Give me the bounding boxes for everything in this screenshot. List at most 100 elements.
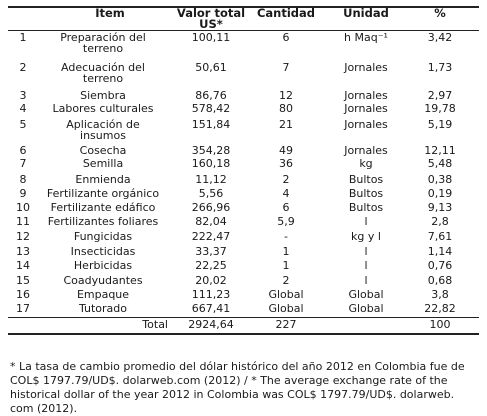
row-number: 5 bbox=[19, 118, 27, 131]
row-number: 7 bbox=[19, 157, 27, 170]
row-item: Adecuación del terreno bbox=[61, 61, 145, 85]
row-percent: 2,97 bbox=[427, 89, 453, 102]
row-number: 9 bbox=[19, 187, 27, 200]
row-unidad: kg bbox=[359, 157, 373, 170]
row-cantidad: 80 bbox=[279, 102, 293, 115]
row-number: 6 bbox=[19, 144, 27, 157]
header-item: Ítem bbox=[95, 6, 125, 20]
row-cantidad: Global bbox=[268, 302, 304, 315]
row-item: Semilla bbox=[82, 157, 124, 170]
row-cantidad: 36 bbox=[279, 157, 293, 170]
row-item: Enmienda bbox=[75, 173, 131, 186]
table-bottom-rule bbox=[8, 333, 479, 335]
row-unidad: l bbox=[364, 274, 368, 287]
total-valor: 2924,64 bbox=[188, 318, 234, 331]
row-number: 17 bbox=[16, 302, 30, 315]
row-valor: 50,61 bbox=[195, 61, 227, 74]
row-percent: 19,78 bbox=[424, 102, 456, 115]
total-top-rule bbox=[8, 317, 479, 318]
row-cantidad: 5,9 bbox=[277, 215, 295, 228]
row-item: Tutorado bbox=[78, 302, 128, 315]
row-number: 10 bbox=[16, 201, 30, 214]
row-cantidad: 49 bbox=[279, 144, 293, 157]
row-percent: 1,14 bbox=[427, 245, 453, 258]
total-label: Total bbox=[142, 318, 168, 331]
row-number: 3 bbox=[19, 89, 27, 102]
row-item: Aplicación de insumos bbox=[66, 118, 140, 142]
row-cantidad: 1 bbox=[282, 259, 290, 272]
row-unidad: l bbox=[364, 259, 368, 272]
row-unidad: h Maq⁻¹ bbox=[344, 31, 388, 44]
row-cantidad: 1 bbox=[282, 245, 290, 258]
row-unidad: l bbox=[364, 245, 368, 258]
table-top-rule bbox=[8, 6, 479, 8]
row-percent: 0,19 bbox=[427, 187, 453, 200]
footnote-line: historical dollar of the year 2012 in Co… bbox=[10, 388, 455, 401]
row-percent: 2,8 bbox=[431, 215, 449, 228]
header-cantidad: Cantidad bbox=[256, 6, 316, 20]
row-number: 11 bbox=[16, 215, 30, 228]
row-cantidad: 6 bbox=[282, 31, 290, 44]
footnote-line: * La tasa de cambio promedio del dólar h… bbox=[10, 360, 465, 373]
row-item: Herbicidas bbox=[73, 259, 133, 272]
row-percent: 9,13 bbox=[427, 201, 453, 214]
header-unidad: Unidad bbox=[343, 6, 389, 20]
row-percent: 0,38 bbox=[427, 173, 453, 186]
row-unidad: Bultos bbox=[348, 201, 384, 214]
row-percent: 5,48 bbox=[427, 157, 453, 170]
row-item: Insecticidas bbox=[70, 245, 136, 258]
row-valor: 86,76 bbox=[195, 89, 227, 102]
row-item: Siembra bbox=[80, 89, 126, 102]
footnote: * La tasa de cambio promedio del dólar h… bbox=[10, 360, 480, 416]
row-valor: 111,23 bbox=[191, 288, 231, 301]
row-percent: 12,11 bbox=[424, 144, 456, 157]
row-valor: 22,25 bbox=[195, 259, 227, 272]
row-cantidad: 4 bbox=[282, 187, 290, 200]
row-percent: 0,68 bbox=[427, 274, 453, 287]
footnote-line: com (2012). bbox=[10, 402, 78, 415]
row-item: Preparación del terreno bbox=[60, 31, 146, 55]
row-unidad: kg y l bbox=[351, 230, 381, 243]
row-percent: 3,8 bbox=[431, 288, 449, 301]
row-number: 14 bbox=[16, 259, 30, 272]
row-percent: 7,61 bbox=[427, 230, 453, 243]
row-percent: 0,76 bbox=[427, 259, 453, 272]
row-valor: 5,56 bbox=[198, 187, 224, 200]
row-valor: 100,11 bbox=[191, 31, 231, 44]
row-cantidad: 7 bbox=[282, 61, 290, 74]
row-number: 4 bbox=[19, 102, 27, 115]
row-number: 2 bbox=[19, 61, 27, 74]
row-cantidad: Global bbox=[268, 288, 304, 301]
row-item: Cosecha bbox=[79, 144, 127, 157]
row-unidad: Global bbox=[348, 288, 384, 301]
total-percent: 100 bbox=[429, 318, 451, 331]
row-unidad: Global bbox=[348, 302, 384, 315]
header-percent: % bbox=[434, 6, 446, 20]
row-cantidad: 21 bbox=[279, 118, 293, 131]
row-unidad: Jornales bbox=[344, 61, 388, 74]
row-number: 12 bbox=[16, 230, 30, 243]
row-valor: 160,18 bbox=[191, 157, 231, 170]
row-valor: 354,28 bbox=[191, 144, 231, 157]
row-valor: 578,42 bbox=[191, 102, 231, 115]
row-number: 1 bbox=[19, 31, 27, 44]
row-number: 16 bbox=[16, 288, 30, 301]
row-valor: 82,04 bbox=[195, 215, 227, 228]
row-cantidad: 6 bbox=[282, 201, 290, 214]
row-valor: 222,47 bbox=[191, 230, 231, 243]
row-unidad: Jornales bbox=[344, 89, 388, 102]
row-percent: 1,73 bbox=[427, 61, 453, 74]
row-unidad: Jornales bbox=[344, 118, 388, 131]
row-cantidad: 2 bbox=[282, 274, 290, 287]
header-valor-total: Valor total US* bbox=[176, 6, 246, 31]
row-unidad: Jornales bbox=[344, 102, 388, 115]
header-bottom-rule bbox=[8, 30, 479, 31]
row-item: Fertilizantes foliares bbox=[47, 215, 159, 228]
row-valor: 151,84 bbox=[191, 118, 231, 131]
row-number: 13 bbox=[16, 245, 30, 258]
row-item: Coadyudantes bbox=[63, 274, 143, 287]
row-item: Labores culturales bbox=[52, 102, 154, 115]
row-cantidad: - bbox=[284, 230, 288, 243]
row-item: Fertilizante orgánico bbox=[46, 187, 160, 200]
row-item: Fertilizante edáfico bbox=[50, 201, 156, 214]
